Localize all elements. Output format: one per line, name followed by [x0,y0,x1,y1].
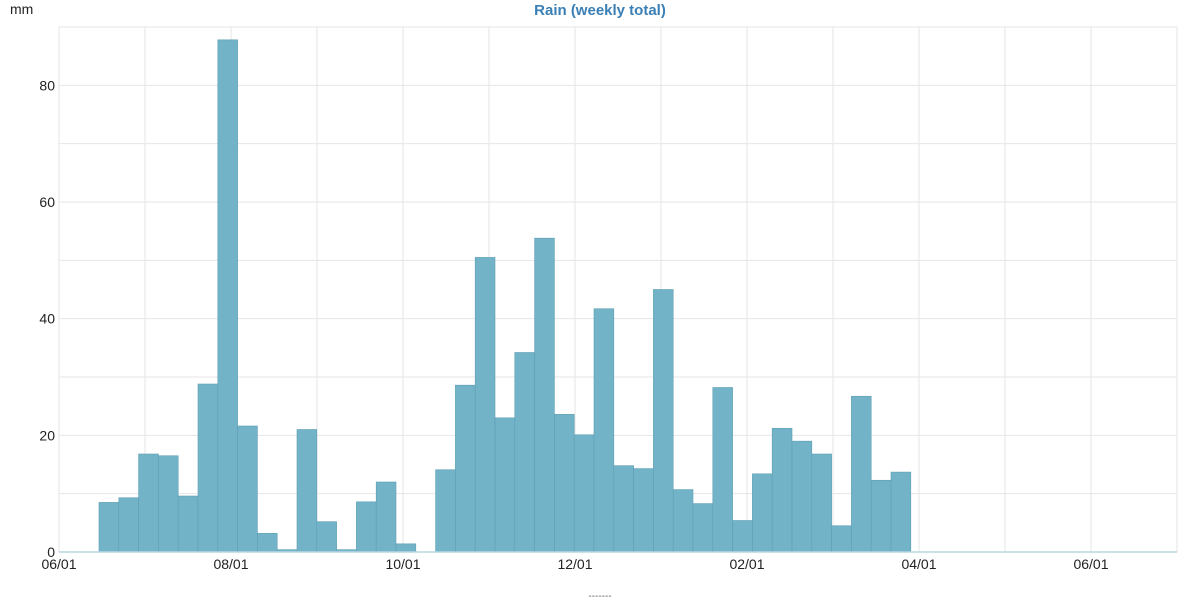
bar [296,429,318,553]
bar [395,543,417,553]
bar [890,471,912,553]
bar [732,520,753,553]
bar [771,428,793,553]
bar [494,417,516,553]
bar [672,489,694,553]
bar [851,395,872,553]
y-tick-label: 0 [47,544,55,560]
bar [534,237,555,553]
x-axis-ticks: 06/01 08/01 10/01 12/01 02/01 04/01 06/01 [41,556,1108,572]
bars [98,39,912,553]
x-tick-label: 06/01 [41,556,76,572]
x-tick-label: 04/01 [901,556,936,572]
y-tick-label: 80 [39,77,55,93]
bar [455,384,476,553]
bar [435,469,456,553]
bar [514,352,535,553]
footer-label: ------- [588,591,611,600]
y-tick-label: 40 [39,311,55,327]
y-tick-label: 60 [39,194,55,210]
chart-title: Rain (weekly total) [534,2,666,19]
bar [752,473,773,553]
bar [217,39,238,553]
bar [356,501,377,553]
bar [554,414,575,553]
bar [118,497,139,553]
x-tick-label: 02/01 [729,556,764,572]
bar [138,453,159,553]
bar [197,383,219,553]
x-tick-label: 06/01 [1073,556,1108,572]
y-tick-label: 20 [39,427,55,443]
x-tick-label: 08/01 [213,556,248,572]
bar [257,533,278,553]
bar [593,308,615,553]
bar [633,468,654,553]
bar [712,387,733,553]
bar [158,455,179,553]
bar [870,479,892,553]
bar [811,453,832,553]
bar [831,525,852,553]
x-tick-label: 12/01 [557,556,592,572]
bar [474,257,496,553]
bar [653,289,674,553]
y-axis-ticks: 0 20 40 60 80 [39,77,55,560]
bar [98,502,120,553]
bar [375,481,397,553]
bar [692,503,714,553]
bar [791,440,813,553]
bar [573,434,595,553]
bar [316,521,337,553]
x-tick-label: 10/01 [385,556,420,572]
bar [237,425,258,553]
bar [613,465,634,553]
bar [177,495,199,553]
y-axis-unit-label: mm [10,1,33,17]
